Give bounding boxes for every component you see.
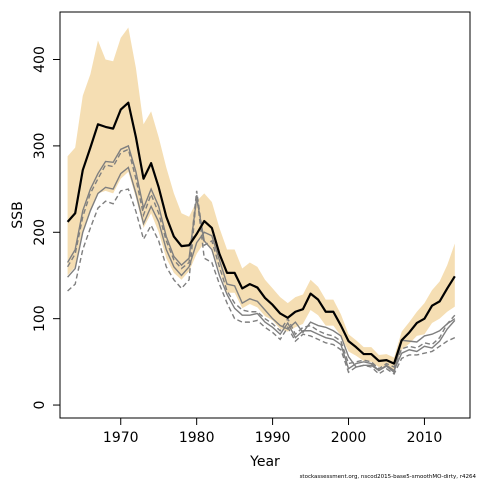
y-tick-label-100: 100 [32,305,48,332]
confidence-band-layer [67,27,455,370]
y-tick-label-200: 200 [32,219,48,246]
ssb-estimate-line [66,101,456,365]
y-tick-label-0: 0 [32,401,48,410]
y-tick-label-300: 300 [32,133,48,160]
x-tick-label-1970: 1970 [103,430,139,446]
y-axis-title: SSB [10,201,26,228]
footer-note: stockassessment.org, nscod2015-base5-smo… [300,474,477,480]
x-tick-label-2010: 2010 [407,430,443,446]
y-axis: 0 100 200 300 400 [32,46,60,410]
x-tick-label-1980: 1980 [179,430,215,446]
estimate-line-layer [66,101,456,365]
retro-line-3 [66,144,456,372]
retro-line-2 [66,148,456,370]
retro-line-4 [67,188,456,375]
retro-line-1 [67,166,456,374]
plot-frame [59,11,471,419]
retro-lines-layer [66,144,456,375]
confidence-band [67,27,455,370]
y-tick-label-400: 400 [32,46,48,73]
x-axis: 1970 1980 1990 2000 2010 [103,418,442,446]
x-tick-label-2000: 2000 [331,430,367,446]
x-tick-label-1990: 1990 [255,430,291,446]
x-axis-title: Year [249,454,280,470]
